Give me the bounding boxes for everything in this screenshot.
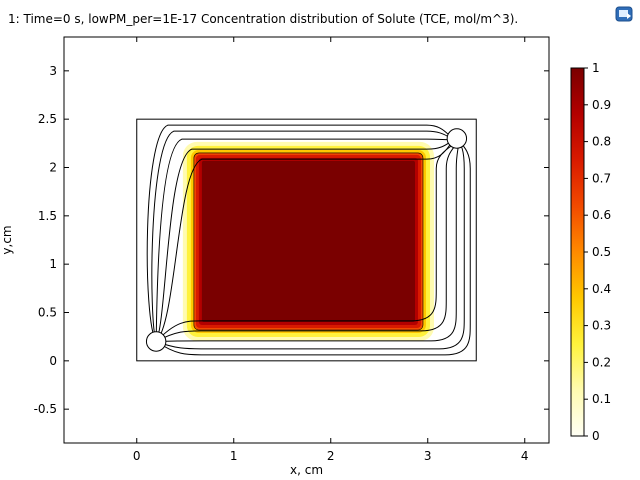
x-tick-label: 2: [327, 449, 335, 463]
colorbar-tick-label: 0.4: [592, 282, 611, 296]
concentration-field: [182, 141, 434, 341]
streamline-upper-0: [146, 124, 457, 342]
y-axis-label: y,cm: [0, 225, 14, 254]
colorbar: [570, 67, 585, 437]
colorbar-tick-label: 0.2: [592, 355, 611, 369]
streamlines: [146, 124, 471, 356]
y-tick-label: 2.5: [38, 112, 57, 126]
well-circles: [145, 128, 468, 352]
streamline-upper-3: [155, 138, 458, 342]
source-contour: [193, 152, 424, 331]
x-tick-label: 1: [230, 449, 238, 463]
well-circle-1: [446, 128, 468, 149]
concentration-band-6: [201, 160, 415, 322]
colorbar-tick-label: 1: [592, 61, 600, 75]
streamline-lower-4: [155, 138, 458, 342]
streamline-lower-2: [156, 138, 459, 342]
colorbar-tick-label: 0.9: [592, 98, 611, 112]
colorbar-tick-label: 0.6: [592, 208, 611, 222]
colorbar-tick-label: 0.8: [592, 135, 611, 149]
y-tick-label: 0: [49, 354, 57, 368]
domain-boundary: [136, 118, 477, 362]
x-tick-label: 3: [424, 449, 432, 463]
colorbar-tick-label: 0.5: [592, 245, 611, 259]
streamline-upper-1: [151, 130, 457, 342]
x-tick-label: 4: [521, 449, 529, 463]
y-tick-label: -0.5: [34, 402, 57, 416]
y-tick-label: 1.5: [38, 209, 57, 223]
y-tick-label: 0.5: [38, 306, 57, 320]
x-axis-ticks: 0 1 2 3 4: [133, 37, 529, 463]
y-axis-ticks: -0.5 0 0.5 1 1.5 2 2.5 3: [34, 64, 549, 416]
x-tick-label: 0: [133, 449, 141, 463]
y-tick-label: 1: [49, 257, 57, 271]
colorbar-tick-label: 0.7: [592, 171, 611, 185]
well-circle-0: [145, 331, 167, 352]
colorbar-tick-label: 0.1: [592, 392, 611, 406]
colorbar-tick-label: 0: [592, 429, 600, 443]
colorbar-ticks: 1 0.9 0.8 0.7 0.6 0.5 0.4 0.3 0.2 0.1 0: [584, 61, 611, 443]
y-tick-label: 2: [49, 161, 57, 175]
streamline-lower-0: [155, 138, 471, 356]
streamline-lower-3: [155, 138, 459, 342]
y-tick-label: 3: [49, 64, 57, 78]
colorbar-tick-label: 0.3: [592, 319, 611, 333]
streamline-lower-1: [155, 138, 465, 350]
x-axis-label: x, cm: [290, 463, 323, 477]
export-icon[interactable]: [615, 6, 633, 22]
chart-title: 1: Time=0 s, lowPM_per=1E-17 Concentrati…: [8, 12, 519, 26]
